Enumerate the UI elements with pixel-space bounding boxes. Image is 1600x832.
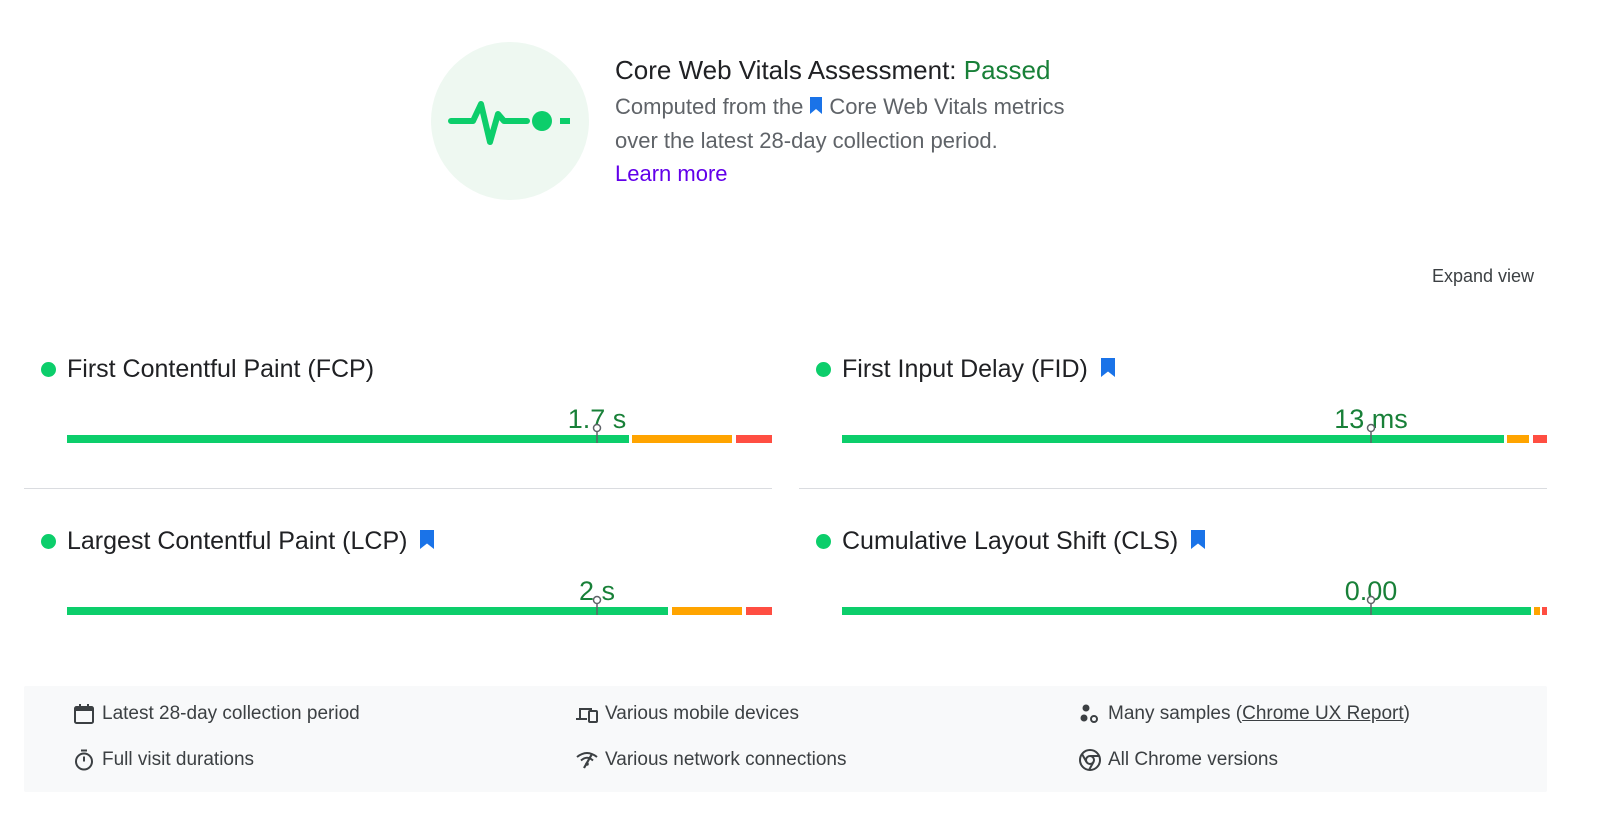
assessment-status: Passed xyxy=(963,55,1051,85)
needs-improvement-segment xyxy=(672,607,742,615)
info-samples-prefix: Many samples ( xyxy=(1108,703,1243,724)
info-collection-period-text: Latest 28-day collection period xyxy=(102,703,360,724)
metric-name: First Input Delay (FID) xyxy=(842,353,1116,385)
assessment-description: Computed from the Core Web Vitals metrics… xyxy=(615,90,1175,158)
chrome-icon xyxy=(1079,749,1101,771)
samples-icon xyxy=(1080,704,1098,723)
metric-name: First Contentful Paint (FCP) xyxy=(67,353,374,385)
good-status-dot xyxy=(816,534,831,549)
poor-segment xyxy=(736,435,772,443)
poor-segment xyxy=(746,607,772,615)
good-segment xyxy=(67,607,668,615)
assessment-title: Core Web Vitals Assessment: Passed xyxy=(615,54,1175,86)
info-chrome-versions-text: All Chrome versions xyxy=(1108,749,1278,770)
assessment-desc-line2: over the latest 28-day collection period… xyxy=(615,128,998,153)
good-segment xyxy=(67,435,629,443)
assessment-title-prefix: Core Web Vitals Assessment: xyxy=(615,55,964,85)
value-marker-icon xyxy=(1366,595,1376,615)
assessment-icon-badge xyxy=(431,42,589,200)
info-samples-text: Many samples (Chrome UX Report) xyxy=(1108,702,1410,726)
needs-improvement-segment xyxy=(1507,435,1529,443)
distribution-bar xyxy=(842,595,1547,615)
needs-improvement-segment xyxy=(632,435,732,443)
value-marker-icon xyxy=(592,423,602,443)
good-segment xyxy=(842,435,1504,443)
info-visit-durations-text: Full visit durations xyxy=(102,749,255,770)
metric-name-text: Largest Contentful Paint (LCP) xyxy=(67,527,408,555)
needs-improvement-segment xyxy=(1534,607,1540,615)
metric-fid[interactable]: First Input Delay (FID) 13 ms xyxy=(799,343,1547,503)
expand-view-button[interactable]: Expand view xyxy=(1431,266,1534,286)
good-segment xyxy=(842,607,1531,615)
bookmark-icon xyxy=(1191,530,1206,549)
bookmark-icon xyxy=(420,530,435,549)
good-status-dot xyxy=(41,362,56,377)
learn-more-link[interactable]: Learn more xyxy=(615,161,728,186)
distribution-bar xyxy=(67,595,772,615)
assessment-summary: Core Web Vitals Assessment: Passed Compu… xyxy=(615,54,1175,190)
value-marker-icon xyxy=(592,595,602,615)
value-marker-icon xyxy=(1366,423,1376,443)
calendar-icon xyxy=(74,704,94,724)
assessment-desc-part2: Core Web Vitals metrics xyxy=(829,94,1065,119)
metric-divider xyxy=(24,488,772,489)
network-signal-icon xyxy=(576,752,598,769)
metric-divider xyxy=(799,488,1547,489)
good-status-dot xyxy=(41,534,56,549)
info-network-text: Various network connections xyxy=(605,749,847,770)
metric-lcp[interactable]: Largest Contentful Paint (LCP) 2 s xyxy=(24,515,772,675)
metric-cls[interactable]: Cumulative Layout Shift (CLS) 0.00 xyxy=(799,515,1547,675)
poor-segment xyxy=(1533,435,1547,443)
field-data-info-panel: Latest 28-day collection period Full vis… xyxy=(24,686,1547,792)
bookmark-icon xyxy=(1100,358,1115,377)
info-devices-text: Various mobile devices xyxy=(605,703,799,724)
metric-name: Cumulative Layout Shift (CLS) xyxy=(842,525,1206,557)
metric-name-text: First Contentful Paint (FCP) xyxy=(67,355,375,383)
info-samples-suffix: ) xyxy=(1403,703,1410,724)
chrome-ux-report-link[interactable]: Chrome UX Report xyxy=(1242,703,1404,724)
pulse-icon xyxy=(448,101,570,145)
timer-icon xyxy=(75,749,93,771)
bookmark-icon xyxy=(810,97,823,114)
assessment-desc-part1: Computed from the xyxy=(615,94,804,119)
metric-fcp[interactable]: First Contentful Paint (FCP) 1.7 s xyxy=(24,343,772,503)
good-status-dot xyxy=(816,362,831,377)
metric-name-text: First Input Delay (FID) xyxy=(842,355,1088,383)
devices-icon xyxy=(576,708,598,723)
metric-name: Largest Contentful Paint (LCP) xyxy=(67,525,435,557)
poor-segment xyxy=(1542,607,1547,615)
distribution-bar xyxy=(67,423,772,443)
distribution-bar xyxy=(842,423,1547,443)
metric-name-text: Cumulative Layout Shift (CLS) xyxy=(842,527,1179,555)
